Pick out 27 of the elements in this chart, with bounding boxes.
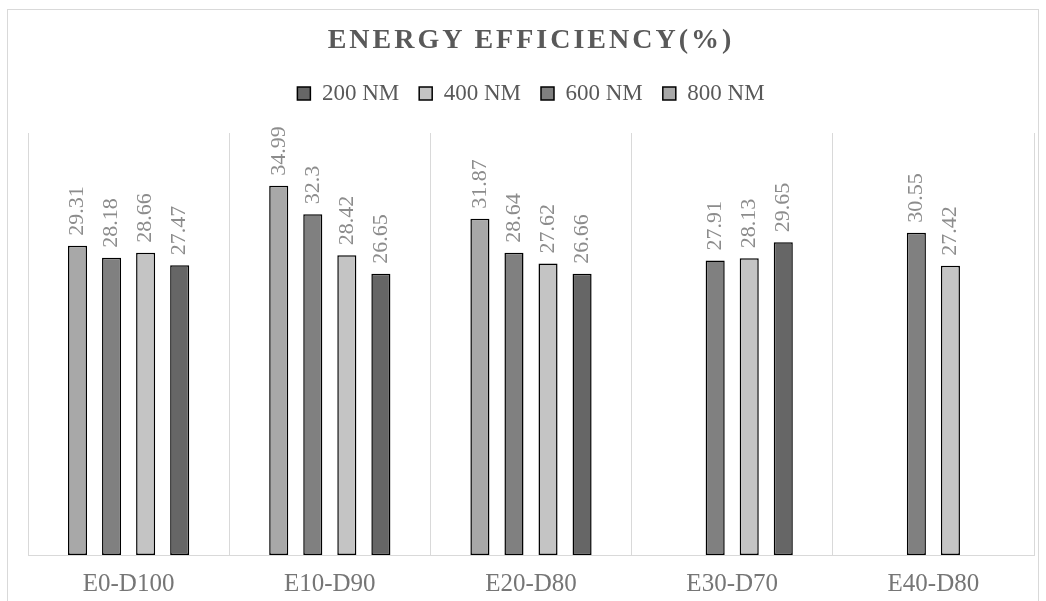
data-label: 34.99 bbox=[264, 126, 290, 176]
data-label: 31.87 bbox=[465, 159, 491, 209]
data-label: 26.66 bbox=[567, 214, 593, 264]
data-label: 28.18 bbox=[97, 198, 123, 248]
legend-label: 400 NM bbox=[443, 79, 521, 105]
x-tick-label: E40-D80 bbox=[887, 568, 980, 596]
data-label: 27.62 bbox=[533, 204, 559, 254]
x-tick-label: E30-D70 bbox=[686, 568, 779, 596]
data-label: 32.3 bbox=[298, 165, 324, 205]
data-label: 28.66 bbox=[131, 193, 157, 243]
x-tick-label: E10-D90 bbox=[283, 568, 376, 596]
data-label: 28.42 bbox=[332, 195, 358, 246]
data-label: 27.47 bbox=[165, 205, 191, 256]
legend-label: 200 NM bbox=[321, 79, 400, 105]
legend-label: 600 NM bbox=[565, 79, 643, 105]
x-tick-label: E20-D80 bbox=[485, 568, 577, 596]
data-label: 27.91 bbox=[700, 201, 726, 251]
x-tick-label: E0-D100 bbox=[82, 568, 175, 596]
data-label: 29.31 bbox=[63, 186, 89, 236]
data-label: 28.13 bbox=[735, 198, 761, 249]
legend-label: 800 NM bbox=[687, 79, 765, 105]
chart-title: ENERGY EFFICIENCY(%) bbox=[326, 23, 736, 55]
data-label: 26.65 bbox=[366, 214, 392, 264]
data-label: 30.55 bbox=[902, 173, 928, 223]
data-label: 28.64 bbox=[499, 193, 525, 243]
data-label: 27.42 bbox=[936, 206, 962, 256]
data-label: 29.65 bbox=[769, 182, 795, 233]
